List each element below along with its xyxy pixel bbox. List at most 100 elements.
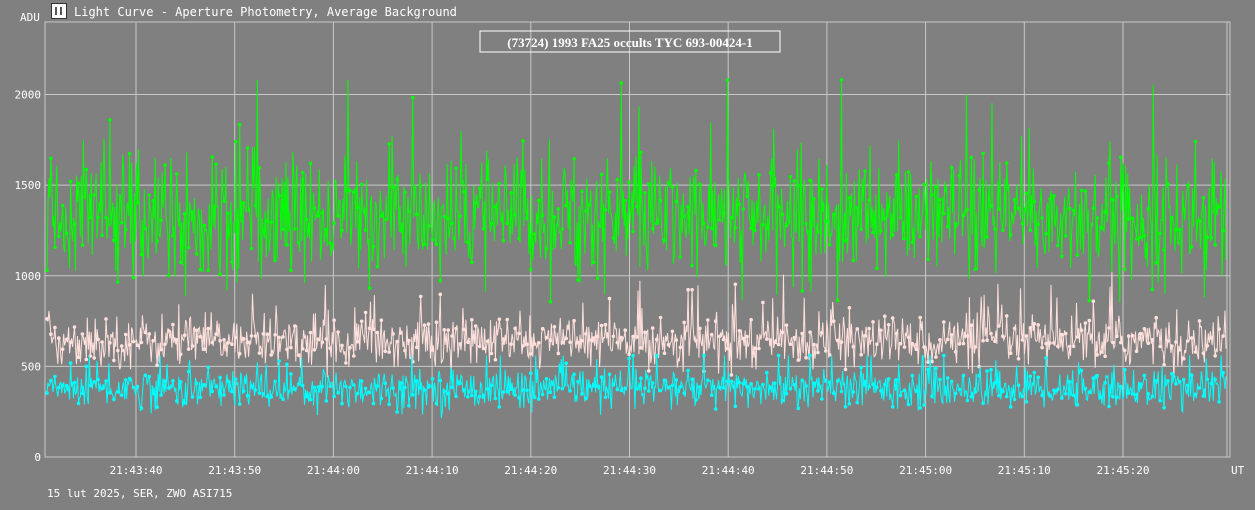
series-point-1 (418, 294, 423, 299)
series-point-2 (824, 378, 828, 383)
series-point-2 (84, 364, 89, 369)
series-point-1 (1158, 344, 1162, 349)
series-point-1 (182, 333, 187, 338)
series-point-0 (619, 81, 624, 85)
series-point-0 (607, 190, 612, 194)
series-point-1 (293, 324, 297, 328)
series-point-0 (603, 208, 608, 212)
series-point-2 (572, 372, 576, 377)
series-point-1 (1107, 326, 1111, 330)
series-point-0 (497, 181, 502, 186)
series-point-2 (367, 390, 372, 395)
series-point-1 (835, 338, 840, 343)
series-point-1 (863, 334, 867, 338)
series-point-0 (564, 203, 568, 208)
series-point-0 (214, 162, 218, 166)
series-point-0 (470, 260, 474, 265)
series-point-0 (230, 260, 234, 264)
series-point-0 (281, 227, 285, 232)
series-point-2 (792, 383, 797, 387)
series-point-1 (1111, 340, 1115, 345)
series-point-0 (599, 172, 604, 177)
series-point-2 (922, 403, 926, 407)
series-point-2 (135, 384, 140, 389)
series-point-0 (387, 142, 392, 146)
series-point-1 (462, 327, 466, 332)
series-point-0 (218, 272, 222, 277)
series-point-1 (1209, 336, 1214, 340)
series-point-2 (898, 393, 903, 398)
series-point-2 (296, 382, 301, 386)
series-point-2 (761, 382, 765, 387)
series-point-0 (391, 184, 395, 189)
series-point-0 (922, 182, 926, 187)
series-point-1 (741, 336, 745, 341)
series-point-1 (894, 331, 899, 336)
series-point-0 (1221, 228, 1225, 233)
series-point-0 (1024, 191, 1029, 195)
series-point-1 (1181, 356, 1186, 361)
series-point-2 (1189, 373, 1194, 377)
series-point-1 (430, 348, 435, 352)
series-point-2 (1087, 390, 1092, 395)
series-point-1 (1079, 328, 1084, 333)
x-tick-label: 21:43:50 (208, 464, 261, 477)
series-point-1 (757, 346, 761, 351)
series-point-0 (119, 221, 124, 225)
series-point-2 (812, 381, 816, 386)
series-point-2 (300, 383, 305, 388)
series-point-0 (131, 275, 136, 280)
series-point-0 (167, 273, 171, 278)
series-point-2 (890, 405, 895, 409)
series-point-0 (426, 224, 431, 228)
series-point-1 (359, 319, 364, 324)
series-point-1 (407, 338, 411, 343)
series-point-0 (784, 224, 789, 228)
series-point-1 (918, 315, 922, 320)
series-point-0 (1103, 210, 1107, 214)
series-point-0 (961, 213, 966, 218)
series-point-0 (1107, 161, 1111, 166)
series-point-0 (320, 210, 325, 215)
series-point-0 (871, 230, 875, 235)
series-point-2 (485, 387, 490, 391)
series-point-1 (352, 354, 356, 358)
series-point-1 (1001, 334, 1005, 339)
series-point-0 (116, 280, 120, 284)
series-point-2 (466, 395, 470, 399)
series-point-1 (171, 322, 175, 327)
series-point-2 (977, 373, 981, 378)
series-point-0 (796, 184, 801, 188)
series-point-2 (186, 369, 191, 374)
series-point-2 (273, 379, 277, 384)
series-point-0 (1099, 226, 1103, 230)
series-point-1 (497, 317, 502, 322)
series-point-1 (650, 326, 655, 330)
series-point-0 (898, 216, 903, 220)
series-point-2 (847, 402, 852, 406)
series-point-1 (442, 328, 447, 332)
series-point-1 (210, 340, 214, 345)
series-point-0 (194, 252, 199, 256)
series-point-2 (1221, 370, 1225, 375)
series-point-0 (190, 210, 195, 214)
series-point-1 (119, 344, 124, 348)
series-point-0 (745, 194, 749, 199)
series-point-2 (552, 395, 557, 400)
series-point-1 (1060, 332, 1064, 337)
series-point-0 (776, 205, 781, 209)
series-point-2 (702, 353, 706, 358)
series-point-0 (68, 179, 73, 184)
series-point-1 (1020, 338, 1025, 342)
series-point-2 (544, 377, 549, 381)
series-point-0 (222, 199, 226, 204)
series-point-1 (175, 338, 179, 342)
series-point-1 (615, 340, 620, 345)
series-point-2 (568, 389, 572, 393)
series-point-0 (694, 168, 698, 173)
series-point-2 (588, 384, 592, 388)
series-point-0 (780, 212, 785, 217)
series-point-2 (631, 353, 635, 358)
series-point-1 (993, 339, 997, 344)
series-line-0 (46, 79, 1227, 303)
